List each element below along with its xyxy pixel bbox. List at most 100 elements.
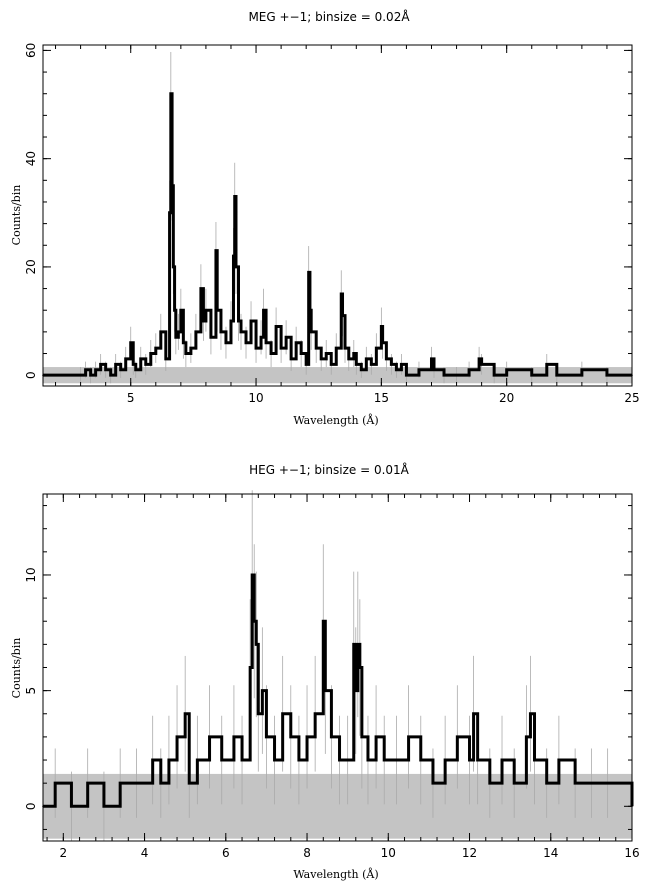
meg-data-point xyxy=(240,331,242,333)
meg-data-point xyxy=(237,320,240,322)
meg-data-point xyxy=(182,341,185,344)
heg-data-point xyxy=(324,689,327,692)
meg-data-point xyxy=(280,347,282,349)
meg-data-point xyxy=(202,320,205,322)
meg-data-point xyxy=(433,368,435,371)
heg-data-point xyxy=(489,782,491,784)
meg-data-point xyxy=(220,331,222,333)
meg-data-point xyxy=(265,341,267,344)
meg-data-point xyxy=(325,352,328,355)
heg-data-point xyxy=(476,759,479,761)
meg-data-point xyxy=(170,92,172,95)
meg-panel: MEG +−1; binsize = 0.02Å 5 10 15 20 25 0 20 40… xyxy=(10,9,640,427)
meg-data-point xyxy=(290,358,292,360)
meg-x-tick-label: 5 xyxy=(127,391,135,405)
heg-data-point xyxy=(352,643,355,646)
heg-data-point xyxy=(501,759,503,761)
heg-data-point xyxy=(533,759,536,761)
meg-data-point xyxy=(109,374,112,376)
heg-x-tick-label: 4 xyxy=(141,846,149,860)
heg-data-point xyxy=(606,782,609,784)
heg-spectrum-line-0 xyxy=(43,573,634,808)
meg-data-point xyxy=(124,358,127,360)
heg-error-band xyxy=(43,773,632,839)
meg-data-point xyxy=(335,347,338,349)
meg-error-band xyxy=(43,367,632,384)
heg-data-point xyxy=(545,782,548,784)
meg-data-point xyxy=(79,374,82,376)
heg-error-band-rect xyxy=(43,773,632,839)
heg-data-point xyxy=(306,736,308,738)
heg-data-point xyxy=(330,736,333,738)
heg-data-point xyxy=(257,712,260,715)
meg-data-point xyxy=(144,363,147,366)
meg-data-point xyxy=(270,352,272,355)
meg-data-point xyxy=(262,309,265,312)
heg-data-point xyxy=(70,805,73,808)
heg-data-point xyxy=(314,712,316,715)
meg-data-point xyxy=(480,363,483,366)
heg-data-point xyxy=(251,574,253,576)
meg-data-point xyxy=(305,363,307,366)
heg-data-point xyxy=(419,759,422,761)
meg-data-point xyxy=(341,314,344,317)
meg-data-point xyxy=(385,358,388,360)
meg-data-point xyxy=(255,347,257,349)
meg-data-point xyxy=(233,195,236,198)
meg-data-point xyxy=(89,374,92,376)
meg-data-point xyxy=(185,352,187,355)
meg-data-point xyxy=(395,368,398,371)
meg-x-tick-label: 10 xyxy=(248,391,263,405)
meg-data-point xyxy=(380,325,383,328)
meg-spectrum-line-0 xyxy=(43,92,632,377)
heg-panel: HEG +−1; binsize = 0.01Å 2 4 6 8 10 12 14 16 0 5… xyxy=(10,462,640,881)
heg-data-point xyxy=(220,759,223,761)
heg-data-point xyxy=(338,759,341,761)
heg-data-point xyxy=(196,759,199,761)
meg-data-point xyxy=(104,368,107,371)
heg-data-point xyxy=(188,782,191,784)
meg-data-point xyxy=(139,358,142,360)
heg-data-point xyxy=(233,736,235,738)
heg-data-point xyxy=(281,712,284,715)
meg-y-axis: 0 20 40 60 xyxy=(24,43,632,379)
heg-x-tick-label: 10 xyxy=(381,846,396,860)
meg-data-point xyxy=(347,358,350,360)
heg-y-tick-label: 0 xyxy=(24,802,38,810)
heg-data-point xyxy=(395,759,398,761)
heg-y-tick-label: 5 xyxy=(24,687,38,695)
meg-data-point xyxy=(352,352,355,355)
heg-data-point xyxy=(558,759,560,761)
heg-data-point xyxy=(361,736,363,738)
heg-data-point xyxy=(525,736,528,738)
meg-data-point xyxy=(230,320,232,322)
heg-data-point xyxy=(241,759,243,761)
meg-data-point xyxy=(173,309,176,312)
meg-data-point xyxy=(315,347,317,349)
meg-data-point xyxy=(300,352,302,355)
meg-data-point xyxy=(530,374,533,376)
meg-spectrum-series xyxy=(42,51,633,384)
meg-data-point xyxy=(455,374,458,376)
meg-data-point xyxy=(545,363,548,366)
meg-data-point xyxy=(405,374,408,376)
heg-data-point xyxy=(359,666,361,669)
heg-data-point xyxy=(119,782,121,784)
meg-x-axis-label: Wavelength (Å) xyxy=(293,413,378,427)
meg-x-tick-label: 25 xyxy=(624,391,639,405)
meg-title: MEG +−1; binsize = 0.02Å xyxy=(248,9,410,24)
meg-data-point xyxy=(99,363,102,366)
meg-data-point xyxy=(215,249,217,252)
meg-data-point xyxy=(505,368,508,371)
heg-data-point xyxy=(135,782,138,784)
heg-data-point xyxy=(273,759,276,761)
meg-data-point xyxy=(180,309,182,312)
meg-data-point xyxy=(250,320,252,322)
heg-data-point xyxy=(529,712,532,715)
heg-data-point xyxy=(367,759,369,761)
meg-data-point xyxy=(129,341,132,344)
meg-y-axis-label: Counts/bin xyxy=(10,185,23,246)
meg-data-point xyxy=(232,255,235,257)
heg-data-point xyxy=(289,736,292,738)
